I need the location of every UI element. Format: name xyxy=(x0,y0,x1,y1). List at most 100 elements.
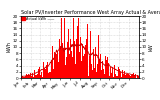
Bar xyxy=(130,76,131,78)
Bar xyxy=(113,76,114,78)
Bar xyxy=(107,57,108,78)
Bar xyxy=(132,76,133,78)
Bar xyxy=(99,59,100,78)
Bar xyxy=(103,69,104,78)
Bar xyxy=(123,72,124,78)
Bar xyxy=(49,60,50,78)
Bar xyxy=(82,44,83,78)
Bar xyxy=(115,74,116,78)
Bar xyxy=(31,76,32,78)
Bar xyxy=(94,68,95,78)
Bar xyxy=(84,46,85,78)
Legend: Actual kWh ——: Actual kWh —— xyxy=(21,17,54,21)
Bar xyxy=(104,74,105,78)
Bar xyxy=(106,60,107,78)
Bar xyxy=(138,76,139,78)
Bar xyxy=(87,70,88,78)
Bar xyxy=(56,54,57,78)
Bar xyxy=(120,67,121,78)
Bar xyxy=(131,75,132,78)
Bar xyxy=(46,65,47,78)
Bar xyxy=(100,54,101,78)
Bar xyxy=(65,65,66,78)
Bar xyxy=(119,69,120,78)
Bar xyxy=(124,71,125,78)
Bar xyxy=(37,69,38,78)
Bar xyxy=(62,58,63,78)
Bar xyxy=(92,70,93,78)
Bar xyxy=(116,76,117,78)
Bar xyxy=(29,75,30,78)
Bar xyxy=(57,52,58,78)
Bar xyxy=(22,76,23,78)
Bar xyxy=(129,75,130,78)
Bar xyxy=(38,69,39,78)
Bar xyxy=(98,51,99,78)
Bar xyxy=(53,69,54,78)
Bar xyxy=(73,42,74,78)
Bar xyxy=(58,62,59,78)
Bar xyxy=(78,18,79,78)
Bar xyxy=(126,74,127,78)
Bar xyxy=(69,54,70,78)
Bar xyxy=(77,26,78,78)
Bar xyxy=(26,74,27,78)
Bar xyxy=(79,52,80,78)
Bar xyxy=(64,18,65,78)
Bar xyxy=(97,53,98,78)
Bar xyxy=(121,77,122,78)
Bar xyxy=(50,67,51,78)
Bar xyxy=(32,72,33,78)
Bar xyxy=(24,76,25,78)
Bar xyxy=(72,52,73,78)
Bar xyxy=(35,75,36,78)
Bar xyxy=(47,62,48,78)
Bar xyxy=(133,73,134,78)
Bar xyxy=(66,57,67,78)
Bar xyxy=(135,77,136,78)
Bar xyxy=(127,74,128,78)
Bar xyxy=(74,30,75,78)
Bar xyxy=(91,64,92,78)
Bar xyxy=(137,75,138,78)
Bar xyxy=(45,69,46,78)
Bar xyxy=(67,42,68,78)
Bar xyxy=(110,72,111,78)
Bar xyxy=(27,77,28,78)
Bar xyxy=(55,53,56,78)
Bar xyxy=(86,66,87,78)
Bar xyxy=(85,40,86,78)
Bar xyxy=(21,77,22,78)
Bar xyxy=(102,61,103,78)
Bar xyxy=(80,37,81,78)
Bar xyxy=(63,27,64,78)
Bar xyxy=(39,69,40,78)
Bar xyxy=(36,75,37,78)
Bar xyxy=(89,56,90,78)
Bar xyxy=(25,76,26,78)
Bar xyxy=(51,62,52,78)
Bar xyxy=(81,61,82,78)
Bar xyxy=(109,68,110,78)
Bar xyxy=(128,74,129,78)
Bar xyxy=(61,69,62,78)
Bar xyxy=(40,75,41,78)
Bar xyxy=(117,76,118,78)
Bar xyxy=(30,73,31,78)
Bar xyxy=(71,51,72,78)
Bar xyxy=(75,42,76,78)
Bar xyxy=(44,68,45,78)
Bar xyxy=(52,46,53,78)
Bar xyxy=(43,62,44,78)
Bar xyxy=(42,77,43,78)
Bar xyxy=(93,49,94,78)
Bar xyxy=(134,74,135,78)
Bar xyxy=(111,76,112,78)
Bar xyxy=(90,31,91,78)
Bar xyxy=(112,67,113,78)
Bar xyxy=(34,70,35,78)
Bar xyxy=(96,56,97,78)
Bar xyxy=(118,67,119,78)
Bar xyxy=(76,39,77,78)
Bar xyxy=(70,39,71,78)
